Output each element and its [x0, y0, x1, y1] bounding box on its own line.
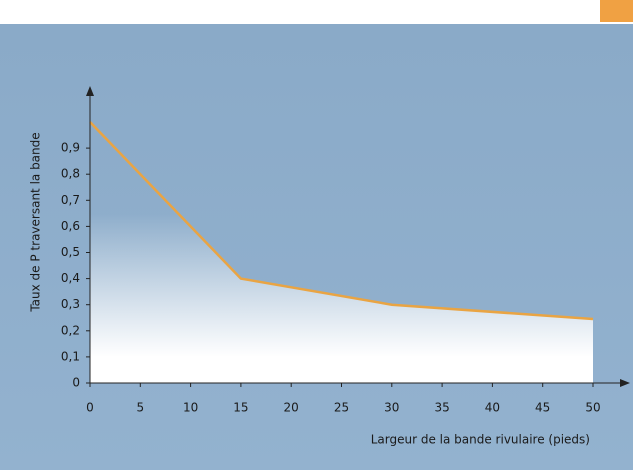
- x-axis-title: Largeur de la bande rivulaire (pieds): [371, 433, 590, 447]
- x-tick-label: 25: [334, 401, 349, 415]
- y-tick-label: 0,8: [61, 167, 80, 181]
- corner-tab: [600, 0, 633, 22]
- x-tick-label: 10: [183, 401, 198, 415]
- x-tick-label: 35: [434, 401, 449, 415]
- y-axis-title: Taux de P traversant la bande: [29, 132, 43, 312]
- y-tick-label: 0,9: [61, 141, 80, 155]
- page: 0 0,1 0,2 0,3 0,4 0,5 0,6 0,7 0,8 0,9 0 5 10 15 20 25 30…: [0, 0, 633, 470]
- x-tick-label: 0: [86, 401, 94, 415]
- chart: 0 0,1 0,2 0,3 0,4 0,5 0,6 0,7 0,8 0,9 0 5 10 15 20 25 30…: [0, 0, 633, 470]
- x-tick-label: 15: [233, 401, 248, 415]
- y-tick-label: 0,4: [61, 271, 80, 285]
- y-tick-label: 0,2: [61, 323, 80, 337]
- y-tick-label: 0,5: [61, 245, 80, 259]
- x-tick-label: 45: [535, 401, 550, 415]
- x-tick-label: 50: [585, 401, 600, 415]
- x-tick-label: 5: [136, 401, 144, 415]
- y-tick-label: 0,6: [61, 219, 80, 233]
- x-tick-label: 20: [284, 401, 299, 415]
- y-tick-label: 0,1: [61, 349, 80, 363]
- y-tick-label: 0: [72, 376, 80, 390]
- y-tick-label: 0,3: [61, 297, 80, 311]
- x-tick-label: 30: [384, 401, 399, 415]
- y-tick-label: 0,7: [61, 193, 80, 207]
- x-tick-label: 40: [485, 401, 500, 415]
